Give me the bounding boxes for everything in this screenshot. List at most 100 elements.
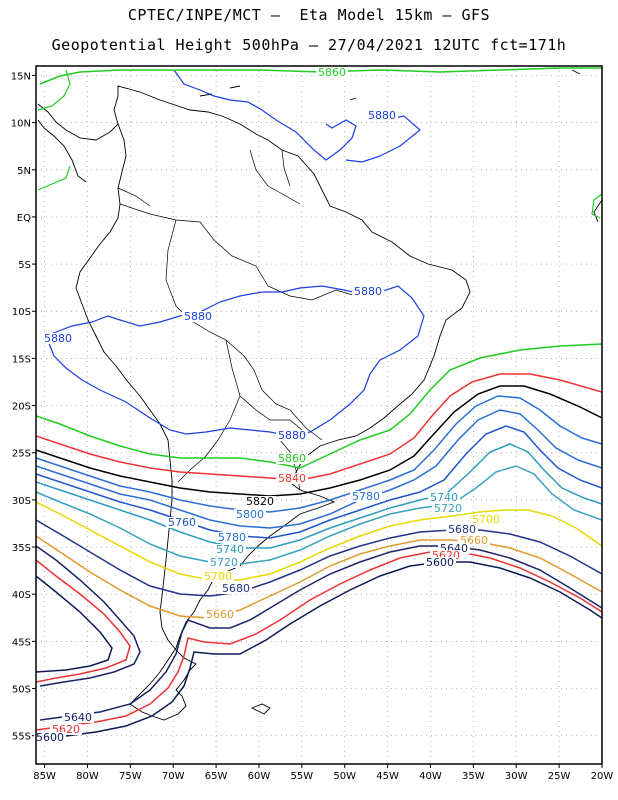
contour-5720 bbox=[36, 465, 602, 565]
map-frame bbox=[35, 65, 603, 765]
y-tick-label: 30S bbox=[12, 496, 31, 507]
contour-label: 5860 bbox=[318, 66, 346, 79]
country-borders bbox=[117, 149, 357, 491]
x-tick-label: 60W bbox=[248, 771, 271, 782]
y-tick-label: 55S bbox=[12, 732, 31, 743]
contour-5880-south bbox=[45, 285, 425, 437]
contour-label: 5640 bbox=[64, 711, 92, 724]
y-tick-label: 25S bbox=[12, 449, 31, 460]
contour-label-background bbox=[352, 286, 384, 297]
contour-label-background bbox=[276, 453, 308, 464]
y-tick-label: 15S bbox=[12, 354, 31, 365]
contour-label-background bbox=[42, 333, 74, 344]
x-tick-label: 80W bbox=[76, 771, 99, 782]
contour-5620-outer bbox=[36, 559, 131, 683]
contour-label: 5660 bbox=[206, 608, 234, 621]
contour-label-background bbox=[50, 724, 82, 735]
x-tick-label: 25W bbox=[548, 771, 571, 782]
contour-label-background bbox=[214, 544, 246, 555]
x-tick-label: 40W bbox=[419, 771, 442, 782]
contour-label: 5780 bbox=[218, 531, 246, 544]
south-america-coastline bbox=[75, 85, 471, 721]
y-tick-label: EQ bbox=[17, 213, 31, 224]
contour-label-background bbox=[276, 430, 308, 441]
contour-label: 5740 bbox=[430, 491, 458, 504]
x-tick-label: 75W bbox=[119, 771, 142, 782]
x-tick-label: 30W bbox=[505, 771, 528, 782]
contour-label-background bbox=[424, 557, 456, 568]
contour-5800 bbox=[36, 395, 602, 513]
contour-labels: 5860 5880 5880 5880 5880 5880 5860 5840 5820 5780… bbox=[34, 66, 502, 744]
contour-label-background bbox=[458, 535, 490, 546]
contour-5700 bbox=[36, 501, 602, 581]
x-tick-label: 55W bbox=[291, 771, 314, 782]
africa-coastline bbox=[593, 199, 602, 223]
coastlines bbox=[37, 69, 602, 721]
x-tick-label: 65W bbox=[205, 771, 228, 782]
contour-label: 5680 bbox=[222, 582, 250, 595]
contour-label: 5840 bbox=[278, 472, 306, 485]
contour-5840 bbox=[36, 373, 602, 481]
grid-lines bbox=[36, 66, 603, 764]
contour-label-background bbox=[316, 67, 348, 78]
contour-label: 5780 bbox=[352, 490, 380, 503]
contour-label: 5700 bbox=[204, 570, 232, 583]
contour-label-background bbox=[350, 491, 382, 502]
contour-5760 bbox=[36, 425, 602, 539]
contour-label: 5740 bbox=[216, 543, 244, 556]
contour-label-background bbox=[220, 583, 252, 594]
contour-label: 5880 bbox=[184, 310, 212, 323]
y-tick-label: 20S bbox=[12, 402, 31, 413]
contour-label: 5700 bbox=[472, 513, 500, 526]
contour-label: 5880 bbox=[354, 285, 382, 298]
contour-5860 bbox=[36, 343, 602, 469]
x-tick-label: 50W bbox=[333, 771, 356, 782]
contour-label: 5860 bbox=[278, 452, 306, 465]
contour-label: 5880 bbox=[44, 332, 72, 345]
y-tick-label: 10N bbox=[11, 119, 31, 130]
x-tick-label: 70W bbox=[162, 771, 185, 782]
x-tick-label: 20W bbox=[591, 771, 614, 782]
x-tick-label: 85W bbox=[33, 771, 56, 782]
chart-subtitle: Geopotential Height 500hPa – 27/04/2021 … bbox=[51, 36, 567, 54]
contour-label-background bbox=[244, 496, 276, 507]
contour-label: 5600 bbox=[36, 731, 64, 744]
x-tick-label: 35W bbox=[462, 771, 485, 782]
y-tick-label: 5N bbox=[17, 166, 31, 177]
contour-5740 bbox=[36, 443, 602, 549]
contour-label-background bbox=[428, 492, 460, 503]
contour-5880-north bbox=[173, 69, 421, 163]
contour-label: 5880 bbox=[368, 109, 396, 122]
contour-label: 5680 bbox=[448, 523, 476, 536]
axis-ticks: 85W 80W 75W 70W 65W 60W 55W 50W 45W 40W 35W 30W 25W 2… bbox=[11, 71, 614, 782]
y-tick-label: 40S bbox=[12, 590, 31, 601]
contour-label-background bbox=[182, 311, 214, 322]
contour-label: 5880 bbox=[278, 429, 306, 442]
chart-title: CPTEC/INPE/MCT – Eta Model 15km – GFS bbox=[127, 6, 491, 24]
y-tick-label: 10S bbox=[12, 307, 31, 318]
contour-label-background bbox=[34, 732, 66, 743]
caribbean-islands bbox=[199, 69, 581, 101]
contour-5640-outer bbox=[36, 545, 141, 687]
contour-label-background bbox=[470, 514, 502, 525]
contour-label-background bbox=[432, 503, 464, 514]
y-tick-label: 50S bbox=[12, 685, 31, 696]
y-tick-label: 45S bbox=[12, 637, 31, 648]
contour-5820 bbox=[36, 385, 602, 497]
contour-lines bbox=[36, 67, 602, 741]
contour-5640 bbox=[39, 545, 602, 721]
contour-label: 5760 bbox=[168, 516, 196, 529]
contour-label-background bbox=[62, 712, 94, 723]
contour-label: 5800 bbox=[236, 508, 264, 521]
contour-label-background bbox=[216, 532, 248, 543]
contour-label-background bbox=[204, 609, 236, 620]
contour-label-background bbox=[202, 571, 234, 582]
contour-label-background bbox=[438, 543, 470, 554]
contour-5660 bbox=[36, 535, 602, 619]
contour-5620 bbox=[36, 551, 602, 731]
contour-label-background bbox=[166, 517, 198, 528]
x-tick-label: 45W bbox=[376, 771, 399, 782]
y-tick-label: 35S bbox=[12, 543, 31, 554]
contour-label-background bbox=[446, 524, 478, 535]
